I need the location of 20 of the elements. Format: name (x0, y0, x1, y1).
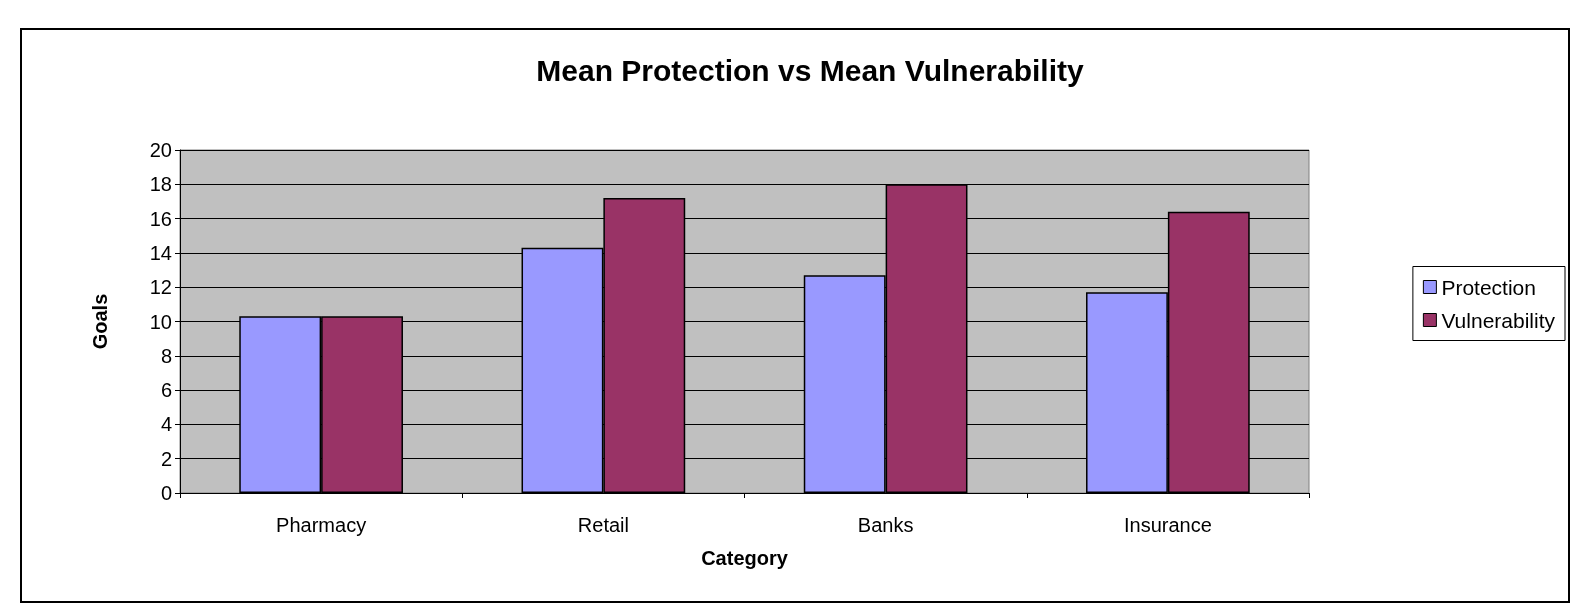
y-tick-label: 4 (160, 413, 172, 436)
y-tick-label: 12 (149, 276, 172, 299)
y-tick-label: 8 (160, 344, 172, 367)
y-tick-label: 6 (160, 379, 172, 402)
y-tick-label: 10 (149, 310, 172, 333)
x-tick-label: Insurance (1123, 514, 1212, 536)
x-tick-label: Banks (857, 514, 914, 536)
y-tick-label: 16 (149, 207, 172, 230)
legend-label: Protection (1441, 275, 1536, 299)
legend-label: Vulnerability (1441, 308, 1556, 332)
y-tick-label: 2 (160, 447, 172, 470)
x-axis-title: Category (701, 547, 789, 569)
y-tick-label: 20 (149, 139, 172, 161)
y-tick-label: 18 (149, 173, 172, 196)
y-tick-label: 0 (160, 482, 172, 504)
x-tick-label: Pharmacy (276, 514, 367, 536)
y-tick-label: 14 (149, 241, 172, 264)
chart-title: Mean Protection vs Mean Vulnerability (536, 53, 1084, 87)
x-tick-label: Retail (577, 514, 629, 536)
y-axis-title: Goals (89, 293, 111, 350)
